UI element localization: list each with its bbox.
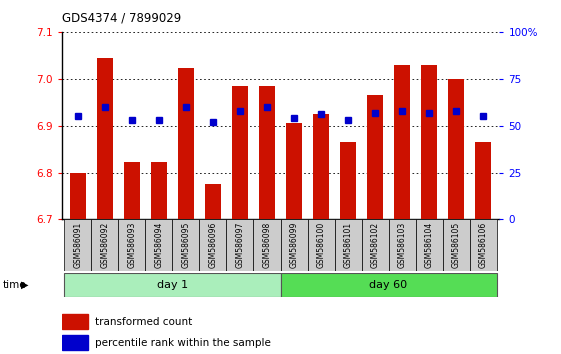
Bar <box>394 65 410 219</box>
Text: transformed count: transformed count <box>94 316 192 327</box>
Bar <box>313 114 329 219</box>
Bar <box>334 219 361 271</box>
Text: day 60: day 60 <box>370 280 408 290</box>
Bar <box>62 314 88 329</box>
Bar <box>62 335 88 350</box>
Bar <box>421 65 437 219</box>
Bar <box>280 273 496 297</box>
Bar <box>254 219 280 271</box>
Text: GSM586094: GSM586094 <box>154 222 163 268</box>
Text: GSM586102: GSM586102 <box>370 222 380 268</box>
Text: GSM586098: GSM586098 <box>263 222 272 268</box>
Text: GSM586096: GSM586096 <box>209 222 218 268</box>
Bar <box>178 68 194 219</box>
Text: ▶: ▶ <box>21 280 29 290</box>
Text: GDS4374 / 7899029: GDS4374 / 7899029 <box>62 12 181 25</box>
Text: GSM586100: GSM586100 <box>316 222 325 268</box>
Text: GSM586093: GSM586093 <box>127 222 136 268</box>
Text: GSM586091: GSM586091 <box>73 222 82 268</box>
Bar <box>367 95 383 219</box>
Text: GSM586104: GSM586104 <box>425 222 434 268</box>
Bar <box>124 162 140 219</box>
Text: GSM586106: GSM586106 <box>479 222 488 268</box>
Bar <box>151 162 167 219</box>
Bar <box>65 273 280 297</box>
Bar <box>172 219 200 271</box>
Bar <box>200 219 227 271</box>
Bar <box>205 184 221 219</box>
Text: GSM586095: GSM586095 <box>181 222 191 268</box>
Bar <box>70 173 86 219</box>
Bar <box>227 219 254 271</box>
Bar <box>259 86 275 219</box>
Bar <box>118 219 145 271</box>
Text: GSM586099: GSM586099 <box>289 222 298 268</box>
Bar <box>389 219 416 271</box>
Bar <box>280 219 307 271</box>
Bar <box>65 219 91 271</box>
Bar <box>448 79 464 219</box>
Text: day 1: day 1 <box>157 280 188 290</box>
Bar <box>340 142 356 219</box>
Bar <box>232 86 248 219</box>
Text: GSM586097: GSM586097 <box>236 222 245 268</box>
Text: GSM586103: GSM586103 <box>398 222 407 268</box>
Text: time: time <box>3 280 26 290</box>
Bar <box>97 58 113 219</box>
Bar <box>307 219 334 271</box>
Text: percentile rank within the sample: percentile rank within the sample <box>94 338 270 348</box>
Bar <box>470 219 496 271</box>
Text: GSM586092: GSM586092 <box>100 222 109 268</box>
Bar <box>475 142 491 219</box>
Text: GSM586101: GSM586101 <box>343 222 352 268</box>
Text: GSM586105: GSM586105 <box>452 222 461 268</box>
Bar <box>286 123 302 219</box>
Bar <box>416 219 443 271</box>
Bar <box>361 219 389 271</box>
Bar <box>443 219 470 271</box>
Bar <box>91 219 118 271</box>
Bar <box>145 219 172 271</box>
